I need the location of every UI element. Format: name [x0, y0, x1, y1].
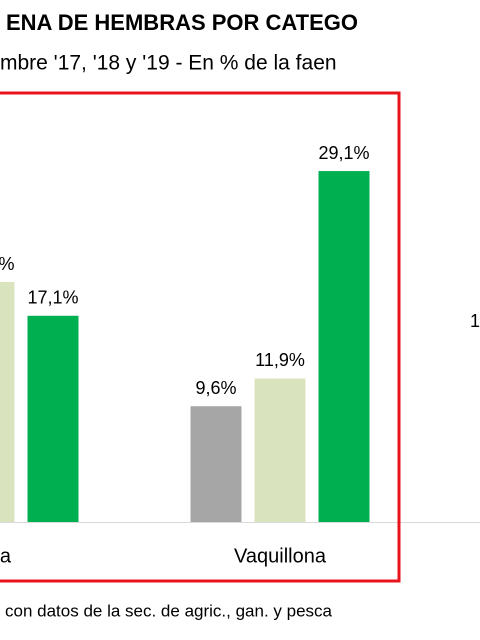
chart-subtitle: mbre '17, '18 y '19 - En % de la faen	[0, 52, 337, 75]
bar	[254, 378, 306, 522]
data-label: 11,9%	[255, 350, 305, 370]
bar	[318, 171, 370, 522]
data-label: 19,9%	[0, 254, 15, 274]
x-tick-label: Vaca	[0, 545, 12, 567]
footer: con datos de la sec. de agric., gan. y p…	[5, 601, 333, 620]
annotation: 1	[470, 311, 480, 331]
data-label: 17,1%	[27, 288, 78, 308]
data-label: 9,6%	[195, 378, 236, 398]
bar	[27, 315, 79, 522]
bar	[0, 282, 15, 522]
bar	[190, 406, 242, 522]
x-tick-label: Vaquillona	[234, 545, 327, 567]
highlight-frame	[0, 91, 401, 583]
chart-title: ENA DE HEMBRAS POR CATEGO	[6, 10, 358, 35]
data-label: 29,1%	[318, 143, 369, 163]
